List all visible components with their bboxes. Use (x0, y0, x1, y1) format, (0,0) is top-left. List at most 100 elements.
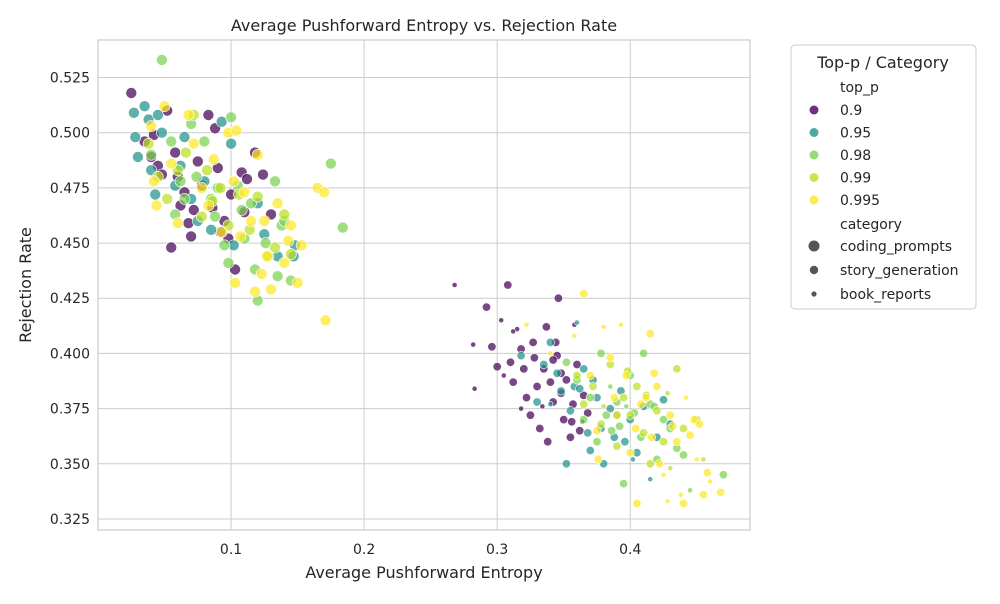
data-point (129, 131, 142, 143)
data-point (535, 423, 545, 433)
data-point (229, 276, 241, 289)
data-point (145, 120, 157, 132)
data-point (145, 149, 157, 161)
data-point (677, 491, 684, 498)
data-point (518, 405, 524, 412)
data-point (132, 151, 144, 163)
data-point (519, 364, 529, 374)
data-point (541, 322, 551, 332)
legend-hue-label: 0.95 (840, 126, 871, 142)
data-point (251, 149, 264, 161)
data-point (295, 239, 308, 252)
data-point (227, 175, 240, 188)
y-axis-label: Rejection Rate (16, 227, 35, 343)
data-point (325, 157, 337, 170)
data-point (649, 368, 659, 378)
data-point (664, 498, 671, 505)
data-point (234, 230, 247, 243)
legend: Top-p / Category top_p 0.90.950.980.990.… (790, 44, 977, 310)
data-point (561, 357, 571, 367)
data-point (625, 410, 635, 420)
y-tick-label: 0.325 (50, 512, 90, 528)
data-point (150, 199, 163, 212)
data-point (575, 426, 585, 436)
data-point (660, 471, 667, 478)
data-point (545, 377, 555, 387)
data-point (285, 219, 297, 232)
data-point (664, 390, 671, 397)
data-point (451, 282, 458, 288)
data-point (646, 432, 656, 442)
legend-size-title: category (840, 217, 902, 233)
data-point (205, 224, 217, 236)
data-point (579, 364, 589, 374)
data-point (202, 199, 215, 212)
data-point (672, 364, 682, 374)
data-points (125, 54, 728, 508)
data-point (180, 146, 192, 159)
data-point (639, 428, 649, 438)
data-point (600, 323, 607, 330)
data-point (521, 393, 531, 403)
data-point (508, 377, 518, 387)
data-point (182, 109, 195, 121)
y-tick-label: 0.425 (50, 291, 90, 307)
data-point (539, 403, 546, 410)
data-point (579, 289, 589, 299)
data-point (641, 393, 651, 403)
data-point (196, 182, 208, 194)
data-point (510, 328, 517, 335)
legend-hue-label: 0.9 (840, 103, 862, 119)
data-point (612, 410, 622, 420)
data-point (700, 456, 707, 463)
data-point (471, 385, 478, 392)
data-point (575, 384, 585, 394)
data-point (149, 188, 161, 201)
data-point (678, 450, 688, 460)
data-point (567, 417, 577, 427)
legend-size-marker (811, 291, 817, 297)
data-point (619, 479, 629, 489)
data-point (609, 393, 619, 403)
data-point (607, 383, 614, 390)
data-point (645, 459, 655, 469)
data-point (165, 135, 177, 148)
data-point (547, 401, 554, 408)
legend-box (790, 44, 977, 310)
data-point (658, 395, 668, 405)
data-point (583, 428, 593, 438)
data-point (621, 370, 631, 380)
data-point (128, 107, 140, 119)
data-point (230, 124, 243, 137)
data-point (259, 237, 272, 249)
data-point (156, 126, 168, 139)
data-point (188, 204, 200, 216)
data-point (503, 280, 513, 290)
data-point (269, 241, 281, 254)
y-tick-label: 0.500 (50, 126, 90, 142)
data-point (718, 470, 728, 480)
data-point (152, 109, 164, 121)
data-point (618, 321, 624, 328)
legend-size-marker (809, 265, 819, 275)
data-point (665, 410, 675, 420)
data-point (190, 171, 203, 183)
data-point (241, 173, 253, 185)
data-point (615, 421, 625, 431)
data-point (658, 415, 668, 425)
data-point (255, 268, 268, 280)
data-point (528, 337, 538, 347)
x-tick-labels: 0.1 0.2 0.3 0.4 (220, 542, 642, 558)
legend-size-marker (808, 240, 820, 252)
data-point (605, 404, 615, 414)
legend-size-label: story_generation (840, 263, 959, 279)
data-point (235, 204, 248, 216)
data-point (271, 270, 284, 283)
data-point (209, 210, 221, 223)
data-point (687, 487, 693, 494)
data-point (658, 437, 668, 447)
data-point (620, 437, 630, 447)
data-point (498, 317, 505, 324)
data-point (525, 410, 535, 420)
